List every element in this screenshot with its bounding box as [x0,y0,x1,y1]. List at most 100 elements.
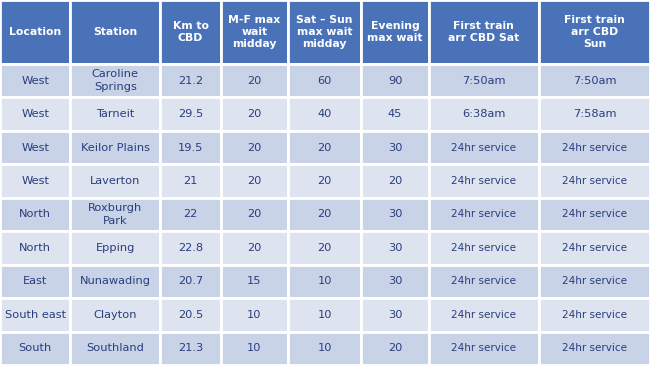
Bar [428,164,540,198]
Bar [0,198,70,231]
Bar [221,231,288,265]
Bar [0,64,70,97]
Text: 7:50am: 7:50am [573,76,616,86]
Bar [70,265,160,298]
Text: 24hr service: 24hr service [451,243,516,253]
Text: Keilor Plains: Keilor Plains [81,142,150,153]
Bar [160,198,221,231]
Text: Clayton: Clayton [94,310,137,320]
Bar [0,231,70,265]
Text: Nunawading: Nunawading [80,276,151,287]
Bar [70,298,160,331]
Text: 24hr service: 24hr service [562,310,627,320]
Bar [70,231,160,265]
Text: 20: 20 [317,210,332,219]
Bar [428,265,540,298]
Bar [0,164,70,198]
Text: M-F max
wait
midday: M-F max wait midday [228,15,280,49]
Text: 20: 20 [388,176,402,186]
Text: 24hr service: 24hr service [451,176,516,186]
Bar [70,64,160,97]
Text: 40: 40 [317,109,332,119]
Bar [361,331,428,365]
Text: 24hr service: 24hr service [451,142,516,153]
Text: Tarneit: Tarneit [96,109,135,119]
Text: 20: 20 [247,176,261,186]
Text: 20: 20 [247,210,261,219]
Text: North: North [19,210,51,219]
Text: 20: 20 [247,76,261,86]
Bar [361,97,428,131]
Text: East: East [23,276,47,287]
Text: 10: 10 [317,310,332,320]
Text: 45: 45 [388,109,402,119]
Text: West: West [21,142,49,153]
Bar [160,131,221,164]
Bar [361,231,428,265]
Bar [361,198,428,231]
Bar [288,265,361,298]
Bar [428,331,540,365]
Bar [361,164,428,198]
Bar [540,198,650,231]
Bar [540,0,650,64]
Bar [221,0,288,64]
Text: 21.2: 21.2 [178,76,203,86]
Bar [540,231,650,265]
Bar [221,298,288,331]
Text: Location: Location [9,27,61,37]
Text: West: West [21,109,49,119]
Text: 20: 20 [247,243,261,253]
Bar [221,198,288,231]
Bar [540,64,650,97]
Text: 24hr service: 24hr service [562,343,627,353]
Bar [70,0,160,64]
Text: 6:38am: 6:38am [462,109,506,119]
Bar [70,131,160,164]
Text: Evening
max wait: Evening max wait [367,21,422,43]
Bar [361,0,428,64]
Text: 20: 20 [317,176,332,186]
Text: Epping: Epping [96,243,135,253]
Bar [288,164,361,198]
Text: 30: 30 [388,276,402,287]
Text: Sat – Sun
max wait
midday: Sat – Sun max wait midday [296,15,353,49]
Text: 21.3: 21.3 [178,343,203,353]
Text: South east: South east [5,310,66,320]
Text: 7:58am: 7:58am [573,109,616,119]
Text: 30: 30 [388,310,402,320]
Text: 24hr service: 24hr service [562,243,627,253]
Bar [221,97,288,131]
Bar [540,164,650,198]
Text: 20: 20 [247,109,261,119]
Text: West: West [21,76,49,86]
Bar [428,231,540,265]
Bar [540,331,650,365]
Bar [221,164,288,198]
Text: North: North [19,243,51,253]
Bar [0,331,70,365]
Text: 24hr service: 24hr service [451,276,516,287]
Bar [0,131,70,164]
Text: Roxburgh
Park: Roxburgh Park [88,203,142,226]
Bar [288,198,361,231]
Bar [428,0,540,64]
Text: 10: 10 [247,343,261,353]
Bar [288,131,361,164]
Bar [361,265,428,298]
Text: 20.7: 20.7 [178,276,203,287]
Text: 10: 10 [247,310,261,320]
Bar [428,97,540,131]
Text: 22: 22 [183,210,198,219]
Bar [221,265,288,298]
Bar [221,331,288,365]
Bar [288,0,361,64]
Text: 24hr service: 24hr service [451,343,516,353]
Text: First train
arr CBD
Sun: First train arr CBD Sun [564,15,625,49]
Text: 30: 30 [388,142,402,153]
Bar [361,131,428,164]
Bar [428,131,540,164]
Text: 24hr service: 24hr service [562,142,627,153]
Text: Southland: Southland [86,343,144,353]
Text: 10: 10 [317,343,332,353]
